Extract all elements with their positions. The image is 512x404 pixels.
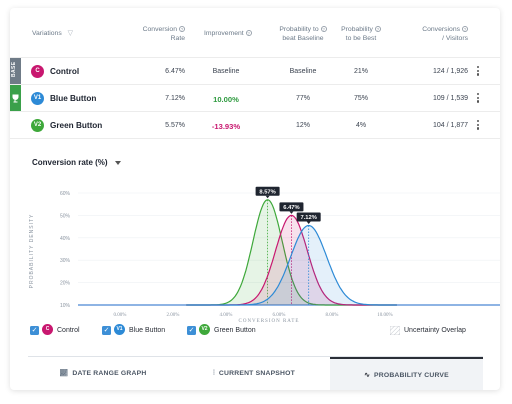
help-icon[interactable]: ? bbox=[179, 26, 185, 33]
peak-label-box bbox=[279, 202, 304, 212]
y-tick-label: 50% bbox=[60, 213, 71, 219]
checkbox-icon[interactable]: ✓ bbox=[102, 326, 111, 335]
improvement: -13.93% bbox=[211, 122, 241, 131]
peak-label-pointer bbox=[265, 195, 270, 199]
checkbox-icon[interactable]: ✓ bbox=[187, 326, 196, 335]
peak-label-box bbox=[296, 212, 321, 222]
y-tick-label: 30% bbox=[60, 258, 71, 264]
peak-label-pointer bbox=[306, 221, 311, 224]
table-row-control[interactable]: BASE C Control 6.47% Baseline Baseline 2… bbox=[10, 58, 500, 85]
v2-badge: V2 bbox=[199, 324, 210, 335]
view-tabs: 📈︎ DATE RANGE GRAPH ⫶ CURRENT SNAPSHOT ∿ PR… bbox=[28, 356, 483, 390]
header-conversions: Conversions? / Visitors bbox=[422, 26, 468, 42]
table-row-blue-button[interactable]: V1 Blue Button 7.12% 10.00% 77% 75% 109 … bbox=[10, 85, 500, 112]
legend-label: Control bbox=[57, 327, 80, 334]
variation-name: Green Button bbox=[50, 121, 103, 130]
x-tick-label: 6.00% bbox=[273, 313, 286, 318]
series-line-2[interactable] bbox=[186, 224, 397, 306]
header-prob-beat: Probability to? beat Baseline bbox=[279, 26, 327, 42]
prob-best: 21% bbox=[353, 68, 368, 75]
series-area-2 bbox=[186, 225, 397, 305]
y-tick-label: 20% bbox=[60, 281, 71, 287]
x-axis-label: CONVERSION RATE bbox=[239, 319, 300, 324]
base-tag: BASE bbox=[10, 58, 21, 84]
peak-label: 6.47% bbox=[283, 205, 299, 211]
legend-label: Uncertainty Overlap bbox=[404, 327, 466, 334]
tab-probability-curve[interactable]: ∿ PROBABILITY CURVE bbox=[330, 357, 483, 390]
table-row-green-button[interactable]: V2 Green Button 5.57% -13.93% 12% 4% 104… bbox=[10, 112, 500, 139]
conversion-rate: 7.12% bbox=[165, 95, 185, 102]
winner-tag bbox=[10, 85, 21, 111]
caret-down-icon[interactable] bbox=[114, 160, 121, 165]
curve-icon: ∿ bbox=[364, 372, 370, 379]
y-axis-label: PROBABILITY DENSITY bbox=[29, 214, 35, 289]
y-tick-label: 10% bbox=[60, 303, 71, 309]
conversions: 104 / 1,877 bbox=[432, 122, 468, 129]
variation-name: Blue Button bbox=[50, 94, 97, 103]
conversion-rate: 6.47% bbox=[165, 68, 185, 75]
control-badge: C bbox=[31, 65, 44, 78]
v1-badge: V1 bbox=[114, 324, 125, 335]
table-header: Variations ▽ Conversion? Rate Improvemen… bbox=[10, 8, 500, 58]
x-tick-label: 0.00% bbox=[114, 313, 127, 318]
more-menu-icon[interactable] bbox=[476, 120, 480, 131]
legend-label: Blue Button bbox=[129, 327, 166, 334]
filter-icon[interactable]: ▽ bbox=[67, 30, 74, 37]
x-tick-label: 2.00% bbox=[167, 313, 180, 318]
chart-metric-selector[interactable]: Conversion rate (%) bbox=[32, 158, 121, 167]
header-prob-best: Probability? to be Best bbox=[341, 26, 381, 42]
prob-best: 4% bbox=[355, 122, 367, 129]
tab-date-range-graph[interactable]: 📈︎ DATE RANGE GRAPH bbox=[59, 370, 147, 377]
help-icon[interactable]: ? bbox=[245, 30, 252, 37]
improvement: 10.00% bbox=[213, 95, 239, 104]
help-icon[interactable]: ? bbox=[320, 26, 327, 33]
help-icon[interactable]: ? bbox=[374, 26, 381, 33]
more-menu-icon[interactable] bbox=[476, 66, 480, 77]
control-badge: C bbox=[42, 324, 53, 335]
prob-beat: 77% bbox=[295, 95, 310, 102]
checkbox-icon[interactable]: ✓ bbox=[30, 326, 39, 335]
y-tick-label: 60% bbox=[60, 191, 71, 197]
header-improvement: Improvement? bbox=[204, 30, 252, 37]
y-tick-label: 40% bbox=[60, 236, 71, 242]
conversions: 109 / 1,539 bbox=[432, 95, 468, 102]
header-variations[interactable]: Variations ▽ bbox=[32, 30, 74, 37]
help-icon[interactable]: ? bbox=[462, 26, 468, 33]
v2-badge: V2 bbox=[31, 119, 44, 132]
peak-label: 8.57% bbox=[259, 189, 275, 195]
prob-beat: 12% bbox=[295, 122, 310, 129]
tab-current-snapshot[interactable]: ⫶ CURRENT SNAPSHOT bbox=[213, 370, 295, 377]
prob-best: 75% bbox=[353, 95, 368, 102]
header-conversion-rate: Conversion? Rate bbox=[142, 26, 185, 42]
more-menu-icon[interactable] bbox=[476, 93, 480, 104]
peak-label-box bbox=[255, 186, 280, 196]
hatch-swatch-icon bbox=[390, 326, 400, 335]
x-tick-label: 10.00% bbox=[377, 313, 392, 318]
probability-curve-chart: PROBABILITY DENSITY CONVERSION RATE 10% 2… bbox=[29, 186, 500, 324]
conversion-rate: 5.57% bbox=[165, 122, 185, 129]
sliders-icon: ⫶ bbox=[213, 370, 215, 377]
x-tick-label: 4.00% bbox=[220, 313, 233, 318]
trophy-icon bbox=[12, 94, 19, 103]
improvement: Baseline bbox=[212, 68, 240, 75]
legend-label: Green Button bbox=[214, 327, 256, 334]
conversions: 124 / 1,926 bbox=[432, 68, 468, 75]
prob-beat: Baseline bbox=[289, 68, 317, 75]
peak-label-pointer bbox=[289, 211, 294, 214]
x-tick-label: 8.00% bbox=[326, 313, 339, 318]
variation-name: Control bbox=[50, 67, 80, 76]
peak-label: 7.12% bbox=[300, 215, 316, 221]
series-area-1 bbox=[186, 215, 397, 305]
v1-badge: V1 bbox=[31, 92, 44, 105]
series-area-0 bbox=[186, 199, 397, 305]
results-card: Variations ▽ Conversion? Rate Improvemen… bbox=[10, 8, 500, 390]
line-chart-icon: 📈︎ bbox=[59, 370, 69, 377]
